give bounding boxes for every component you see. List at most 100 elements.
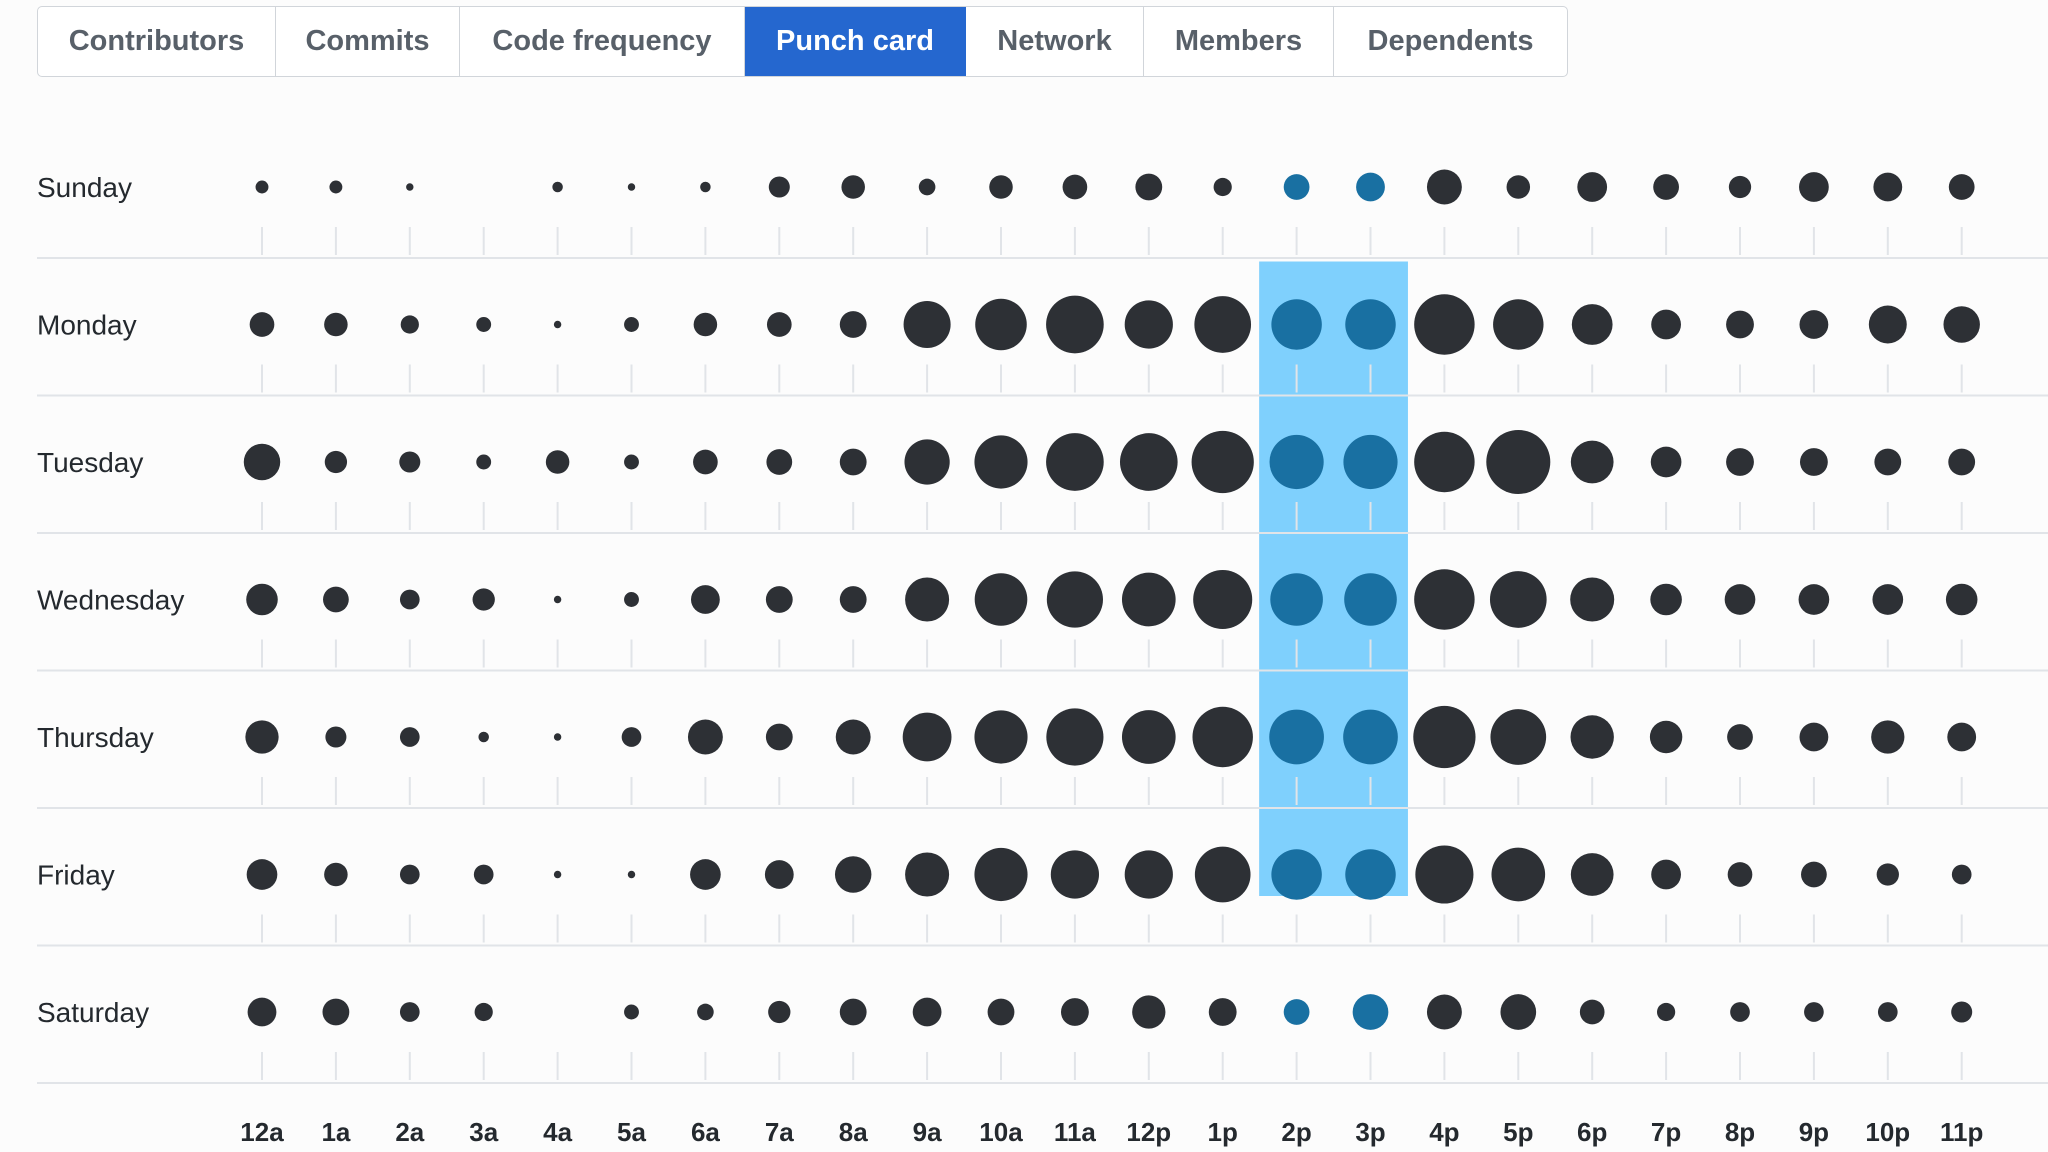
- punch-dot: [476, 317, 492, 332]
- punch-dot: [624, 317, 639, 332]
- punch-dot: [1726, 448, 1754, 476]
- punch-dot: [1414, 294, 1475, 355]
- punch-dot: [974, 435, 1028, 489]
- hour-label-4p: 4p: [1429, 1117, 1459, 1147]
- punch-dot: [1799, 722, 1829, 752]
- punch-dot: [1191, 430, 1254, 494]
- tab-code-frequency[interactable]: Code frequency: [460, 7, 745, 76]
- punch-dot: [1271, 849, 1322, 900]
- hour-label-12p: 12p: [1126, 1117, 1171, 1147]
- punch-dot: [323, 586, 349, 613]
- punch-dot: [1414, 431, 1475, 493]
- punch-dot: [768, 176, 790, 198]
- punch-dot: [552, 181, 563, 193]
- punch-dot: [1135, 173, 1163, 201]
- punch-dot: [834, 856, 872, 893]
- punch-dot: [1571, 304, 1613, 345]
- punch-dot: [1727, 862, 1753, 887]
- hour-label-12a: 12a: [240, 1117, 284, 1147]
- hour-label-3a: 3a: [469, 1117, 498, 1147]
- punch-dot: [553, 870, 562, 879]
- punch-dot: [1651, 309, 1681, 340]
- tab-contributors[interactable]: Contributors: [38, 7, 276, 76]
- punch-dot: [1344, 573, 1397, 626]
- punch-dot: [1570, 715, 1614, 759]
- punch-dot: [1948, 174, 1975, 200]
- punch-dot: [1500, 994, 1537, 1030]
- punch-dot: [1270, 573, 1323, 626]
- punch-dot: [1415, 845, 1474, 904]
- punch-dot: [765, 723, 793, 751]
- punch-dot: [1345, 849, 1396, 900]
- tab-dependents[interactable]: Dependents: [1367, 25, 1534, 57]
- punch-dot: [905, 852, 950, 897]
- punch-dot: [1730, 1002, 1750, 1022]
- punch-dot: [399, 451, 421, 473]
- tab-members[interactable]: Members: [1144, 7, 1334, 76]
- punch-dot: [974, 847, 1028, 902]
- punch-dot: [1651, 859, 1681, 890]
- punch-dot: [1343, 709, 1398, 765]
- punch-dot: [478, 731, 489, 743]
- day-label-sunday: Sunday: [37, 172, 132, 203]
- punch-dot: [835, 719, 871, 755]
- punch-dot: [687, 719, 723, 755]
- punch-dot: [399, 727, 420, 747]
- hour-label-1a: 1a: [321, 1117, 350, 1147]
- tab-commits[interactable]: Commits: [276, 7, 460, 76]
- punch-dot: [1283, 174, 1310, 200]
- punch-dot: [1356, 172, 1385, 202]
- punch-dot: [1413, 705, 1476, 769]
- punch-dot: [553, 595, 562, 604]
- punch-dot: [1050, 850, 1100, 899]
- graphs-tab-nav: Contributors Commits Code frequency Punch c…: [37, 6, 1568, 77]
- tab-network[interactable]: Network: [966, 7, 1144, 76]
- day-label-saturday: Saturday: [37, 997, 149, 1028]
- punch-dot: [905, 577, 950, 622]
- hour-label-11p: 11p: [1940, 1117, 1983, 1147]
- hour-label-7a: 7a: [765, 1117, 794, 1147]
- punch-dot: [1506, 175, 1531, 199]
- punch-dot: [1345, 299, 1396, 350]
- punch-dot: [476, 454, 492, 470]
- punch-dot: [246, 859, 278, 890]
- punch-dot: [839, 448, 867, 476]
- hour-label-9a: 9a: [913, 1117, 942, 1147]
- punch-dot: [627, 183, 636, 191]
- hour-label-11a: 11a: [1054, 1117, 1096, 1147]
- punch-dot: [324, 450, 348, 474]
- hour-label-2p: 2p: [1281, 1117, 1311, 1147]
- punch-dot: [1046, 295, 1104, 354]
- punch-dot: [1799, 448, 1828, 476]
- punch-dot: [246, 583, 278, 616]
- punch-dot: [693, 449, 718, 475]
- punch-dot: [553, 733, 562, 741]
- punch-dot: [903, 300, 951, 349]
- punch-dot: [249, 312, 275, 337]
- punch-dot: [912, 997, 942, 1027]
- punch-dot: [765, 586, 793, 613]
- punch-dot: [1426, 169, 1462, 205]
- punch-dot: [1577, 172, 1608, 202]
- punch-dot: [399, 1002, 420, 1022]
- punch-dot: [325, 726, 347, 748]
- punch-dot: [324, 862, 348, 887]
- hour-label-7p: 7p: [1651, 1117, 1681, 1147]
- punch-dot: [1269, 434, 1324, 490]
- day-label-wednesday: Wednesday: [37, 585, 184, 616]
- punch-dot: [1798, 584, 1830, 615]
- punch-dot: [1352, 994, 1389, 1030]
- tab-punch-card[interactable]: Punch card: [745, 7, 966, 76]
- punch-dot: [1414, 569, 1475, 630]
- punch-dot: [1062, 174, 1088, 200]
- hour-label-10p: 10p: [1865, 1117, 1910, 1147]
- punch-dot: [1951, 1001, 1973, 1023]
- punch-dot: [975, 298, 1027, 351]
- punch-dot: [839, 586, 867, 613]
- punch-dot: [1489, 571, 1547, 628]
- punch-dot: [247, 997, 277, 1027]
- punch-dot: [1570, 440, 1614, 484]
- punch-dot: [545, 450, 570, 474]
- punch-dot: [1726, 310, 1754, 339]
- punch-dot: [1650, 583, 1682, 616]
